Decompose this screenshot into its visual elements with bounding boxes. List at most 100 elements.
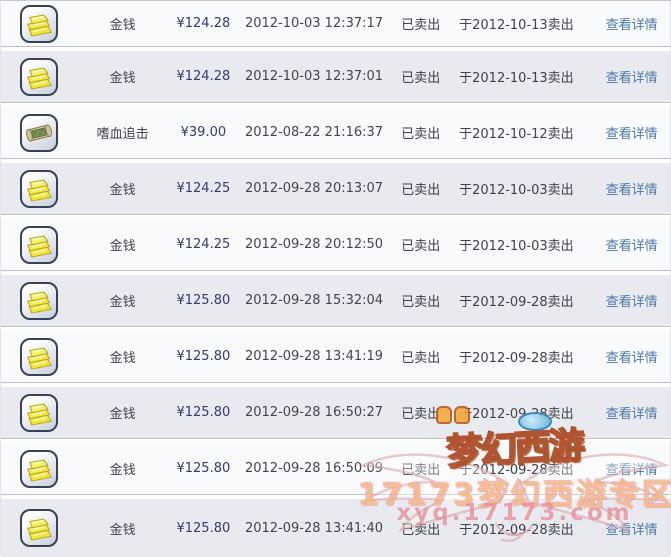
action-cell: 查看详情 bbox=[581, 519, 670, 538]
status-label: 已卖出 bbox=[401, 295, 441, 310]
item-icon-cell bbox=[1, 4, 77, 43]
sold-date-label: 于2012-09-28卖出 bbox=[459, 295, 574, 310]
item-icon-frame bbox=[19, 4, 58, 43]
scroll-item-icon bbox=[25, 123, 52, 142]
view-details-link[interactable]: 查看详情 bbox=[605, 295, 658, 310]
item-icon-frame bbox=[19, 509, 58, 547]
action-cell: 查看详情 bbox=[581, 347, 670, 366]
transaction-row: 金钱 ¥124.28 2012-10-03 12:37:01 已卖出 于2012… bbox=[1, 51, 670, 103]
item-icon-frame bbox=[19, 281, 58, 320]
item-name: 金钱 bbox=[109, 183, 136, 198]
status-label: 已卖出 bbox=[401, 239, 441, 254]
item-icon-frame bbox=[19, 393, 58, 432]
transaction-row: 金钱 ¥125.80 2012-09-28 15:32:04 已卖出 于2012… bbox=[1, 275, 670, 327]
action-cell: 查看详情 bbox=[581, 235, 670, 254]
listing-timestamp: 2012-08-22 21:16:37 bbox=[244, 125, 384, 140]
item-name: 金钱 bbox=[109, 295, 136, 310]
status-label: 已卖出 bbox=[401, 18, 441, 33]
gold-bars-icon bbox=[26, 459, 52, 482]
gold-bars-icon bbox=[26, 347, 52, 370]
item-name: 金钱 bbox=[109, 239, 136, 254]
listing-timestamp: 2012-09-28 16:50:09 bbox=[244, 461, 384, 476]
view-details-link[interactable]: 查看详情 bbox=[605, 127, 658, 142]
item-icon-frame bbox=[19, 449, 58, 488]
action-cell: 查看详情 bbox=[581, 403, 670, 422]
sold-date-label: 于2012-09-28卖出 bbox=[459, 407, 574, 422]
view-details-link[interactable]: 查看详情 bbox=[605, 407, 658, 422]
gold-bars-icon bbox=[26, 179, 52, 202]
action-cell: 查看详情 bbox=[581, 67, 670, 86]
listing-timestamp: 2012-09-28 20:12:50 bbox=[244, 237, 384, 252]
item-icon-frame bbox=[19, 337, 58, 376]
item-icon-frame bbox=[19, 57, 58, 96]
action-cell: 查看详情 bbox=[581, 179, 670, 198]
transaction-row: 金钱 ¥125.80 2012-09-28 13:41:40 已卖出 于2012… bbox=[1, 499, 670, 557]
sold-date-label: 于2012-10-13卖出 bbox=[459, 18, 574, 33]
item-icon-frame bbox=[19, 225, 58, 264]
item-icon-cell bbox=[1, 337, 77, 376]
gold-bars-icon bbox=[26, 235, 52, 258]
view-details-link[interactable]: 查看详情 bbox=[605, 522, 658, 538]
item-price: ¥124.25 bbox=[176, 237, 231, 252]
transaction-row: 金钱 ¥124.25 2012-09-28 20:13:07 已卖出 于2012… bbox=[1, 163, 670, 215]
item-icon-cell bbox=[1, 393, 77, 432]
item-price: ¥125.80 bbox=[176, 520, 231, 536]
gold-bars-icon bbox=[26, 403, 52, 426]
item-icon-cell bbox=[1, 509, 77, 547]
status-label: 已卖出 bbox=[401, 351, 441, 366]
item-icon-cell bbox=[1, 113, 77, 152]
listing-timestamp: 2012-09-28 15:32:04 bbox=[244, 293, 384, 308]
item-name: 金钱 bbox=[109, 522, 136, 538]
listing-timestamp: 2012-10-03 12:37:17 bbox=[244, 16, 384, 31]
item-icon-cell bbox=[1, 449, 77, 488]
status-label: 已卖出 bbox=[401, 71, 441, 86]
action-cell: 查看详情 bbox=[581, 291, 670, 310]
status-label: 已卖出 bbox=[401, 127, 441, 142]
item-name: 金钱 bbox=[109, 351, 136, 366]
gold-bars-icon bbox=[26, 14, 52, 37]
transaction-row: 金钱 ¥125.80 2012-09-28 13:41:19 已卖出 于2012… bbox=[1, 331, 670, 383]
sold-date-label: 于2012-09-28卖出 bbox=[459, 463, 574, 478]
item-price: ¥124.28 bbox=[176, 16, 231, 31]
status-label: 已卖出 bbox=[401, 463, 441, 478]
transaction-row: 金钱 ¥125.80 2012-09-28 16:50:09 已卖出 于2012… bbox=[1, 443, 670, 495]
view-details-link[interactable]: 查看详情 bbox=[605, 239, 658, 254]
item-price: ¥124.25 bbox=[176, 181, 231, 196]
item-icon-cell bbox=[1, 169, 77, 208]
gold-bars-icon bbox=[26, 291, 52, 314]
view-details-link[interactable]: 查看详情 bbox=[605, 463, 658, 478]
action-cell: 查看详情 bbox=[581, 14, 670, 33]
gold-bars-icon bbox=[26, 67, 52, 90]
view-details-link[interactable]: 查看详情 bbox=[605, 18, 658, 33]
sold-date-label: 于2012-10-12卖出 bbox=[459, 127, 574, 142]
view-details-link[interactable]: 查看详情 bbox=[605, 351, 658, 366]
view-details-link[interactable]: 查看详情 bbox=[605, 183, 658, 198]
listing-timestamp: 2012-09-28 13:41:40 bbox=[244, 520, 384, 536]
transaction-row: 金钱 ¥124.25 2012-09-28 20:12:50 已卖出 于2012… bbox=[1, 219, 670, 271]
sold-date-label: 于2012-10-03卖出 bbox=[459, 239, 574, 254]
item-price: ¥125.80 bbox=[176, 349, 231, 364]
item-name: 金钱 bbox=[109, 407, 136, 422]
listing-timestamp: 2012-09-28 16:50:27 bbox=[244, 405, 384, 420]
transaction-row: 嗜血追击 ¥39.00 2012-08-22 21:16:37 已卖出 于201… bbox=[1, 107, 670, 159]
view-details-link[interactable]: 查看详情 bbox=[605, 71, 658, 86]
item-price: ¥125.80 bbox=[176, 405, 231, 420]
item-icon-cell bbox=[1, 57, 77, 96]
action-cell: 查看详情 bbox=[581, 123, 670, 142]
item-icon-cell bbox=[1, 281, 77, 320]
status-label: 已卖出 bbox=[401, 183, 441, 198]
listing-timestamp: 2012-10-03 12:37:01 bbox=[244, 69, 384, 84]
item-name: 金钱 bbox=[109, 71, 136, 86]
item-price: ¥125.80 bbox=[176, 461, 231, 476]
gold-bars-icon bbox=[26, 518, 52, 541]
item-name: 金钱 bbox=[109, 18, 136, 33]
listing-timestamp: 2012-09-28 20:13:07 bbox=[244, 181, 384, 196]
item-icon-frame bbox=[19, 113, 58, 152]
item-price: ¥125.80 bbox=[176, 293, 231, 308]
sold-date-label: 于2012-09-28卖出 bbox=[459, 522, 574, 538]
item-icon-cell bbox=[1, 225, 77, 264]
item-price: ¥39.00 bbox=[180, 125, 227, 140]
status-label: 已卖出 bbox=[401, 407, 441, 422]
sold-date-label: 于2012-10-13卖出 bbox=[459, 71, 574, 86]
